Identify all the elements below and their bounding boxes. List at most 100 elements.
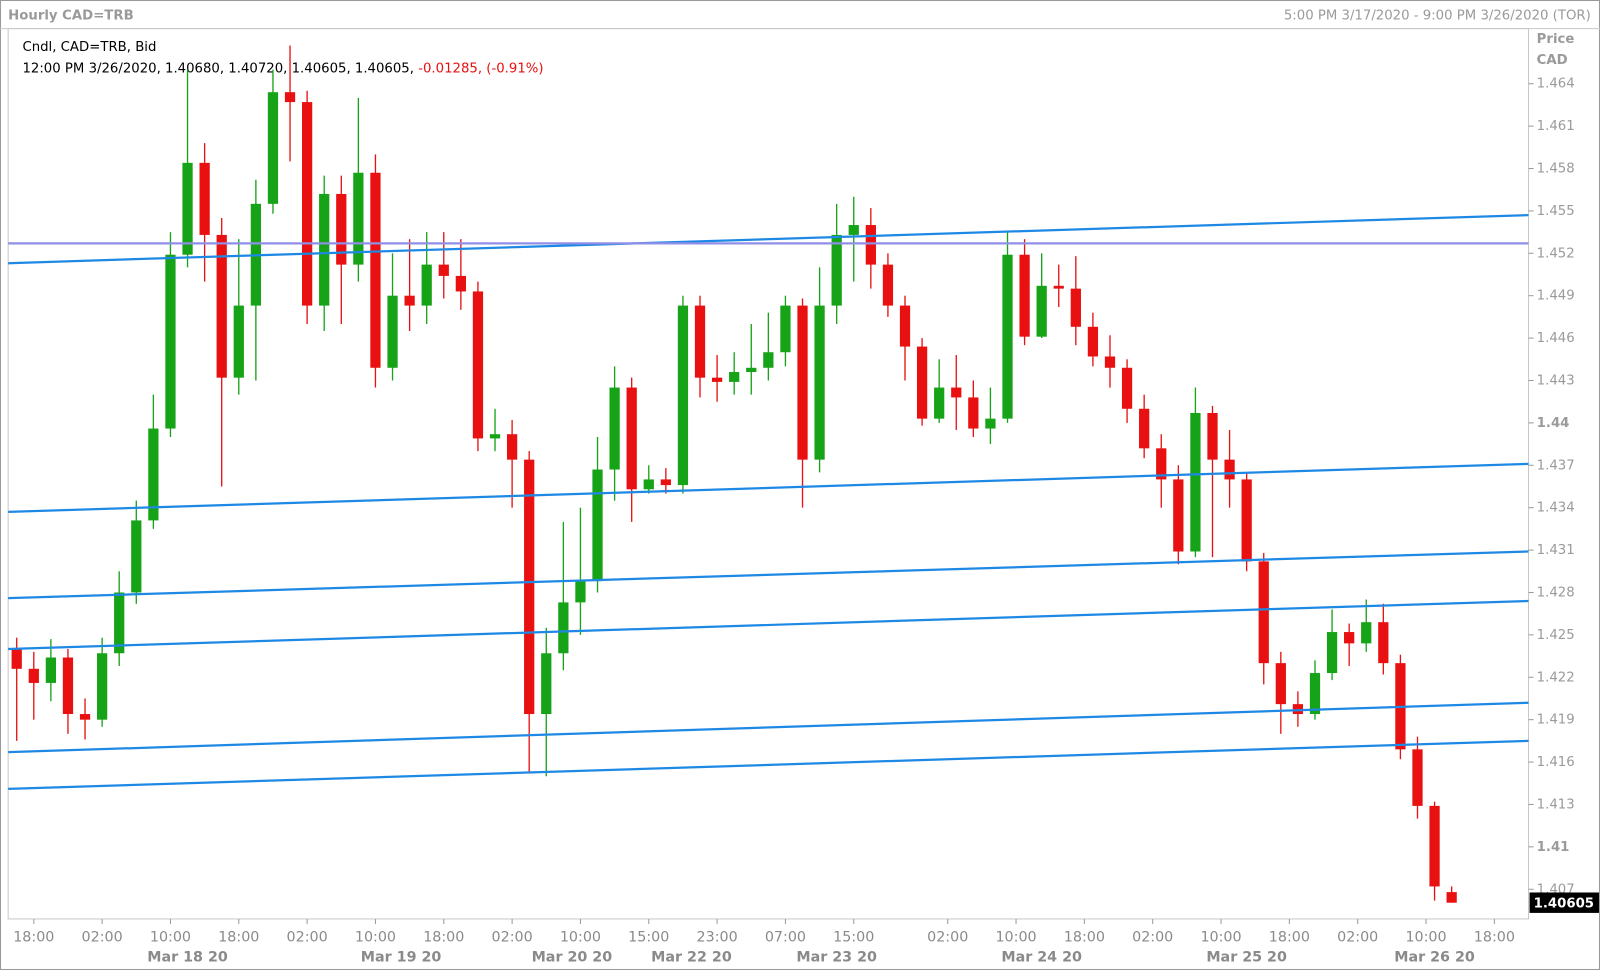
candle-body bbox=[934, 387, 945, 419]
x-tick-label: 02:00 bbox=[82, 929, 123, 945]
y-tick-label: 1.419 bbox=[1537, 713, 1575, 728]
candle-body bbox=[1173, 479, 1184, 552]
candle-body bbox=[1326, 632, 1338, 674]
candle-body bbox=[882, 264, 894, 306]
candle-body bbox=[677, 305, 689, 486]
last-price-box bbox=[1529, 892, 1599, 913]
candle-body bbox=[455, 275, 466, 292]
date-label: Mar 22 20 bbox=[651, 950, 732, 966]
y-axis-title: Price bbox=[1537, 32, 1575, 47]
candle-body bbox=[370, 172, 381, 368]
candle-body bbox=[472, 291, 484, 439]
trend-line bbox=[8, 701, 1529, 754]
x-tick-label: 10:00 bbox=[995, 929, 1036, 945]
candle-body bbox=[626, 387, 637, 490]
candle-body bbox=[746, 367, 757, 373]
candle-body bbox=[985, 418, 996, 429]
date-label: Mar 26 20 bbox=[1394, 950, 1475, 966]
x-tick-label: 10:00 bbox=[1200, 929, 1241, 945]
legend-label: Cndl, CAD=TRB, Bid bbox=[22, 40, 156, 55]
candle-body bbox=[438, 264, 449, 276]
x-tick-label: 23:00 bbox=[697, 929, 738, 945]
candle-body bbox=[660, 479, 671, 486]
y-tick-label: 1.455 bbox=[1537, 204, 1575, 219]
y-tick-label: 1.446 bbox=[1537, 331, 1575, 346]
x-tick-label: 18:00 bbox=[218, 929, 259, 945]
candle-body bbox=[763, 352, 774, 368]
candle-body bbox=[421, 264, 432, 306]
chart-title: Hourly CAD=TRB bbox=[8, 8, 134, 23]
y-tick-label: 1.431 bbox=[1537, 543, 1575, 558]
candle-body bbox=[97, 653, 108, 720]
candle-body bbox=[729, 372, 740, 382]
y-tick-label: 1.458 bbox=[1537, 162, 1575, 177]
candle-body bbox=[1292, 704, 1304, 715]
candle-body bbox=[28, 668, 39, 683]
candle-body bbox=[814, 305, 825, 460]
candle-body bbox=[1429, 805, 1440, 887]
x-tick-label: 10:00 bbox=[355, 929, 396, 945]
candle-body bbox=[1344, 632, 1355, 644]
date-label: Mar 23 20 bbox=[796, 950, 877, 966]
trend-line bbox=[8, 599, 1529, 651]
candle-body bbox=[694, 305, 706, 378]
candle-body bbox=[131, 520, 142, 593]
candle-body bbox=[1019, 254, 1030, 337]
candle-body bbox=[575, 581, 586, 603]
trend-line bbox=[8, 739, 1529, 791]
candle-body bbox=[951, 387, 962, 398]
candle-body bbox=[319, 193, 330, 306]
date-label: Mar 18 20 bbox=[147, 950, 228, 966]
candle-body bbox=[165, 254, 176, 429]
x-tick-label: 02:00 bbox=[1132, 929, 1173, 945]
candle-body bbox=[79, 714, 91, 720]
y-tick-label: 1.413 bbox=[1537, 797, 1575, 812]
candle-body bbox=[199, 162, 210, 235]
candle-body bbox=[1036, 285, 1047, 337]
candle-body bbox=[1224, 459, 1235, 480]
candle-body bbox=[609, 387, 620, 470]
y-tick-label: 1.461 bbox=[1537, 119, 1575, 134]
candle-body bbox=[1087, 326, 1099, 357]
candle-body bbox=[831, 234, 842, 306]
candle-body bbox=[301, 102, 313, 306]
candle-body bbox=[1446, 892, 1457, 903]
candle-body bbox=[541, 653, 552, 715]
y-tick-label: 1.44 bbox=[1537, 416, 1570, 431]
candle-body bbox=[968, 397, 979, 429]
candle-body bbox=[182, 162, 193, 255]
x-tick-label: 18:00 bbox=[1269, 929, 1310, 945]
candle-body bbox=[711, 377, 723, 382]
candle-body bbox=[848, 225, 859, 235]
candle-body bbox=[524, 459, 535, 715]
x-tick-label: 15:00 bbox=[628, 929, 669, 945]
trend-line bbox=[8, 550, 1529, 600]
x-tick-label: 10:00 bbox=[150, 929, 191, 945]
candle-body bbox=[1207, 412, 1218, 460]
ohlc-info: 12:00 PM 3/26/2020, 1.40680, 1.40720, 1.… bbox=[22, 61, 543, 76]
y-tick-label: 1.452 bbox=[1537, 246, 1575, 261]
x-tick-label: 02:00 bbox=[492, 929, 533, 945]
candle-body bbox=[284, 92, 296, 103]
candle-body bbox=[865, 225, 876, 265]
candle-body bbox=[114, 592, 125, 654]
y-tick-label: 1.434 bbox=[1537, 501, 1575, 516]
y-tick-label: 1.425 bbox=[1537, 628, 1575, 643]
date-label: Mar 25 20 bbox=[1206, 950, 1287, 966]
candle-body bbox=[387, 295, 398, 368]
candle-body bbox=[1258, 561, 1269, 664]
candle-body bbox=[1139, 408, 1150, 449]
x-tick-label: 18:00 bbox=[423, 929, 464, 945]
candle-body bbox=[1361, 622, 1372, 644]
candle-body bbox=[899, 305, 911, 347]
candle-body bbox=[11, 649, 22, 669]
y-tick-label: 1.449 bbox=[1537, 289, 1575, 304]
y-axis-unit: CAD bbox=[1537, 53, 1568, 68]
candle-body bbox=[489, 434, 501, 439]
x-tick-label: 18:00 bbox=[13, 929, 54, 945]
candle-body bbox=[1378, 622, 1389, 664]
candle-body bbox=[148, 428, 159, 521]
candle-body bbox=[592, 469, 603, 582]
candle-body bbox=[643, 479, 654, 490]
